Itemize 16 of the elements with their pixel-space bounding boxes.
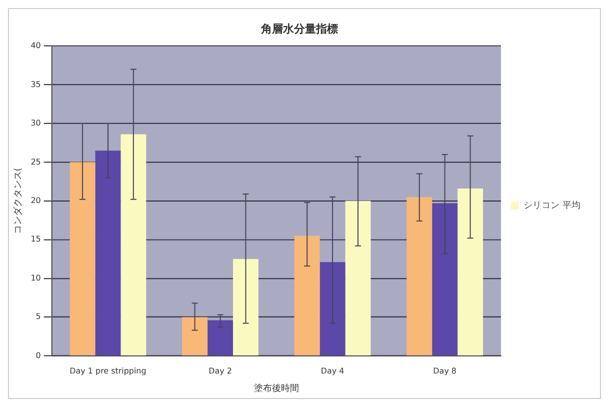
bar	[120, 134, 146, 356]
bar	[320, 262, 346, 356]
bar	[70, 162, 96, 356]
bar	[432, 203, 458, 356]
bar	[345, 200, 371, 356]
x-axis-title: 塗布後時間	[254, 382, 299, 394]
bar	[406, 197, 432, 356]
bar	[294, 236, 320, 356]
y-axis-title: コンダクタンス(	[12, 168, 24, 234]
bar	[182, 317, 208, 356]
chart-title: 角層水分量指標	[260, 22, 338, 36]
legend-label: シリコン 平均	[523, 200, 580, 211]
bar	[208, 320, 233, 356]
bar	[232, 259, 258, 356]
bar	[458, 188, 484, 356]
bar	[95, 150, 121, 356]
